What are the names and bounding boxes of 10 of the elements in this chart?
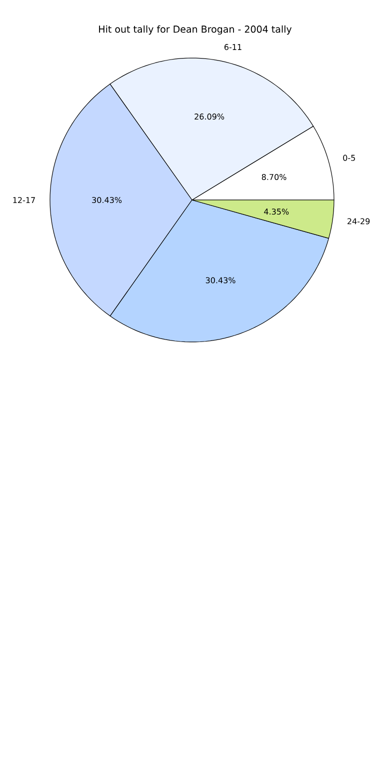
slice-label: 6-11 <box>224 44 242 50</box>
data-label: 26.09% <box>194 114 224 120</box>
slice-label: 24-29 <box>348 218 370 224</box>
chart-title: Hit out tally for Dean Brogan - 2004 tally <box>99 25 292 35</box>
data-label: 4.35% <box>264 208 289 215</box>
data-label: 30.43% <box>206 277 236 284</box>
data-label: 8.70% <box>262 174 286 180</box>
slice-label: 0-5 <box>343 154 355 161</box>
data-label: 30.43% <box>92 196 122 204</box>
slice-label: 12-17 <box>13 197 35 204</box>
